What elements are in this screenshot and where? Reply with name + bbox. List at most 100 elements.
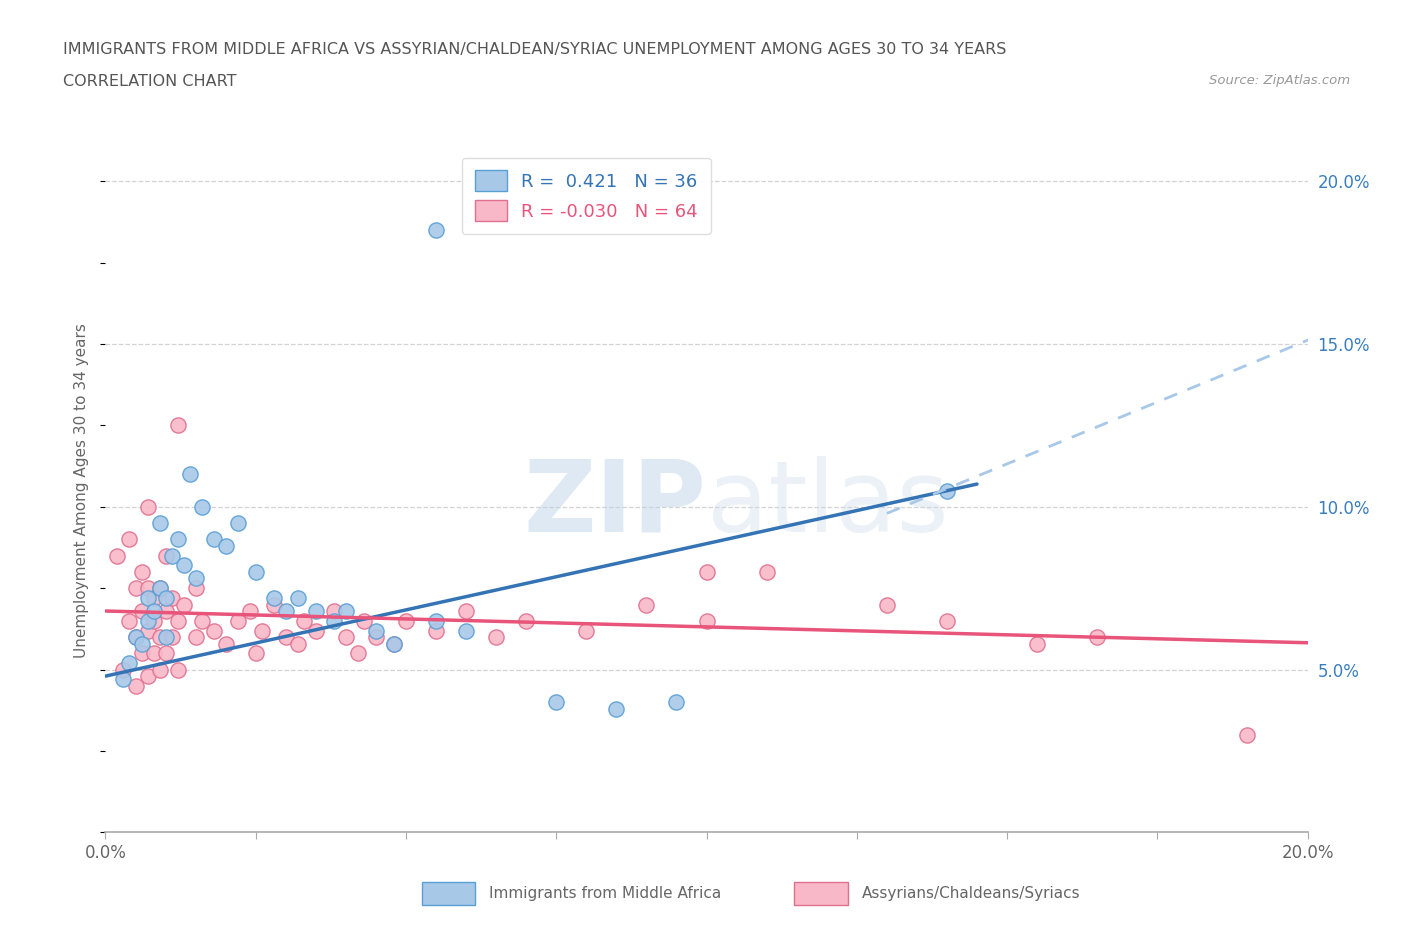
Point: [131, 636, 153, 651]
Point: [160, 630, 183, 644]
Point: [136, 499, 159, 514]
Point: [292, 614, 315, 629]
Point: [382, 636, 405, 651]
Point: [425, 223, 447, 238]
Point: [173, 558, 195, 573]
Point: [184, 630, 207, 644]
Point: [454, 623, 477, 638]
Point: [112, 671, 135, 686]
Point: [118, 656, 141, 671]
Point: [214, 538, 236, 553]
Point: [202, 623, 225, 638]
Point: [155, 630, 177, 644]
Point: [665, 695, 688, 710]
Point: [160, 591, 183, 605]
Point: [214, 636, 236, 651]
Point: [305, 604, 328, 618]
Point: [142, 646, 165, 661]
Point: [454, 604, 477, 618]
Point: [546, 695, 568, 710]
Point: [287, 591, 309, 605]
Point: [148, 662, 170, 677]
Text: IMMIGRANTS FROM MIDDLE AFRICA VS ASSYRIAN/CHALDEAN/SYRIAC UNEMPLOYMENT AMONG AGE: IMMIGRANTS FROM MIDDLE AFRICA VS ASSYRIA…: [63, 42, 1007, 57]
Point: [250, 623, 273, 638]
Point: [263, 597, 285, 612]
Point: [335, 630, 357, 644]
Point: [515, 614, 537, 629]
Point: [274, 604, 297, 618]
Point: [936, 614, 959, 629]
Point: [118, 614, 141, 629]
Point: [124, 630, 146, 644]
Point: [131, 646, 153, 661]
Text: Source: ZipAtlas.com: Source: ZipAtlas.com: [1209, 74, 1350, 87]
Point: [107, 549, 129, 564]
Point: [166, 614, 188, 629]
Point: [245, 565, 267, 579]
Point: [142, 614, 165, 629]
Point: [353, 614, 375, 629]
Text: ZIP: ZIP: [523, 456, 707, 552]
Point: [274, 630, 297, 644]
Point: [1085, 630, 1108, 644]
Point: [148, 581, 170, 596]
Point: [575, 623, 598, 638]
Point: [382, 636, 405, 651]
Point: [124, 679, 146, 694]
Point: [305, 623, 328, 638]
Point: [696, 614, 718, 629]
Point: [395, 614, 418, 629]
Point: [636, 597, 658, 612]
Text: atlas: atlas: [707, 456, 948, 552]
Point: [226, 516, 249, 531]
Point: [166, 662, 188, 677]
Point: [347, 646, 370, 661]
Point: [696, 565, 718, 579]
Point: [166, 418, 188, 433]
Point: [136, 581, 159, 596]
Point: [136, 591, 159, 605]
Point: [226, 614, 249, 629]
Point: [136, 669, 159, 684]
Point: [184, 571, 207, 586]
Point: [160, 549, 183, 564]
Text: Assyrians/Chaldeans/Syriacs: Assyrians/Chaldeans/Syriacs: [862, 885, 1080, 901]
Point: [364, 630, 387, 644]
Point: [155, 646, 177, 661]
Point: [755, 565, 778, 579]
Point: [118, 532, 141, 547]
Point: [179, 467, 201, 482]
Point: [190, 614, 212, 629]
Point: [173, 597, 195, 612]
Point: [190, 499, 212, 514]
Point: [239, 604, 262, 618]
Point: [124, 630, 146, 644]
Point: [142, 591, 165, 605]
Point: [131, 565, 153, 579]
Point: [124, 581, 146, 596]
Point: [425, 623, 447, 638]
Point: [112, 662, 135, 677]
Point: [155, 604, 177, 618]
Point: [148, 516, 170, 531]
Point: [136, 614, 159, 629]
Point: [131, 604, 153, 618]
Point: [287, 636, 309, 651]
Point: [245, 646, 267, 661]
Text: Immigrants from Middle Africa: Immigrants from Middle Africa: [489, 885, 721, 901]
Point: [322, 604, 344, 618]
Point: [605, 701, 627, 716]
Point: [335, 604, 357, 618]
Point: [148, 630, 170, 644]
Point: [1026, 636, 1049, 651]
Point: [155, 591, 177, 605]
Point: [876, 597, 898, 612]
Legend: R =  0.421   N = 36, R = -0.030   N = 64: R = 0.421 N = 36, R = -0.030 N = 64: [463, 158, 710, 233]
Y-axis label: Unemployment Among Ages 30 to 34 years: Unemployment Among Ages 30 to 34 years: [75, 323, 90, 658]
Point: [322, 614, 344, 629]
Text: CORRELATION CHART: CORRELATION CHART: [63, 74, 236, 89]
Point: [936, 484, 959, 498]
Point: [485, 630, 508, 644]
Point: [1236, 727, 1258, 742]
Point: [136, 623, 159, 638]
